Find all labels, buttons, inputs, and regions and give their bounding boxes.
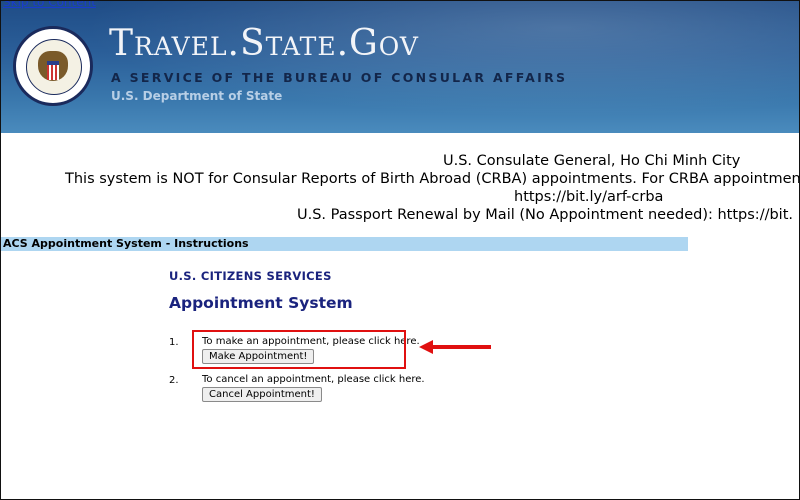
- cancel-appointment-button[interactable]: Cancel Appointment!: [202, 387, 322, 402]
- consulate-name: U.S. Consulate General, Ho Chi Minh City: [443, 153, 741, 169]
- crba-link[interactable]: https://bit.ly/arf-crba: [514, 189, 664, 205]
- step-text: To make an appointment, please click her…: [202, 336, 420, 347]
- highlight-box: [192, 330, 406, 369]
- site-subtitle: A SERVICE OF THE BUREAU OF CONSULAR AFFA…: [111, 70, 568, 85]
- make-appointment-button[interactable]: Make Appointment!: [202, 349, 315, 364]
- step-number: 1.: [169, 337, 179, 348]
- department-of-state-seal-logo: [13, 26, 93, 106]
- section-label: U.S. CITIZENS SERVICES: [169, 269, 332, 283]
- crba-notice: This system is NOT for Consular Reports …: [65, 171, 800, 187]
- site-header-banner: [1, 1, 799, 133]
- passport-renewal-notice: U.S. Passport Renewal by Mail (No Appoin…: [297, 207, 793, 223]
- skip-to-content-link[interactable]: Skip to Content: [3, 0, 96, 9]
- site-title[interactable]: Travel.State.Gov: [109, 23, 419, 64]
- section-title-bar: ACS Appointment System - Instructions: [1, 237, 688, 251]
- department-label: U.S. Department of State: [111, 89, 283, 103]
- step-number: 2.: [169, 375, 179, 386]
- red-arrow-icon: [419, 340, 491, 354]
- page-title: Appointment System: [169, 294, 353, 312]
- step-text: To cancel an appointment, please click h…: [202, 374, 425, 385]
